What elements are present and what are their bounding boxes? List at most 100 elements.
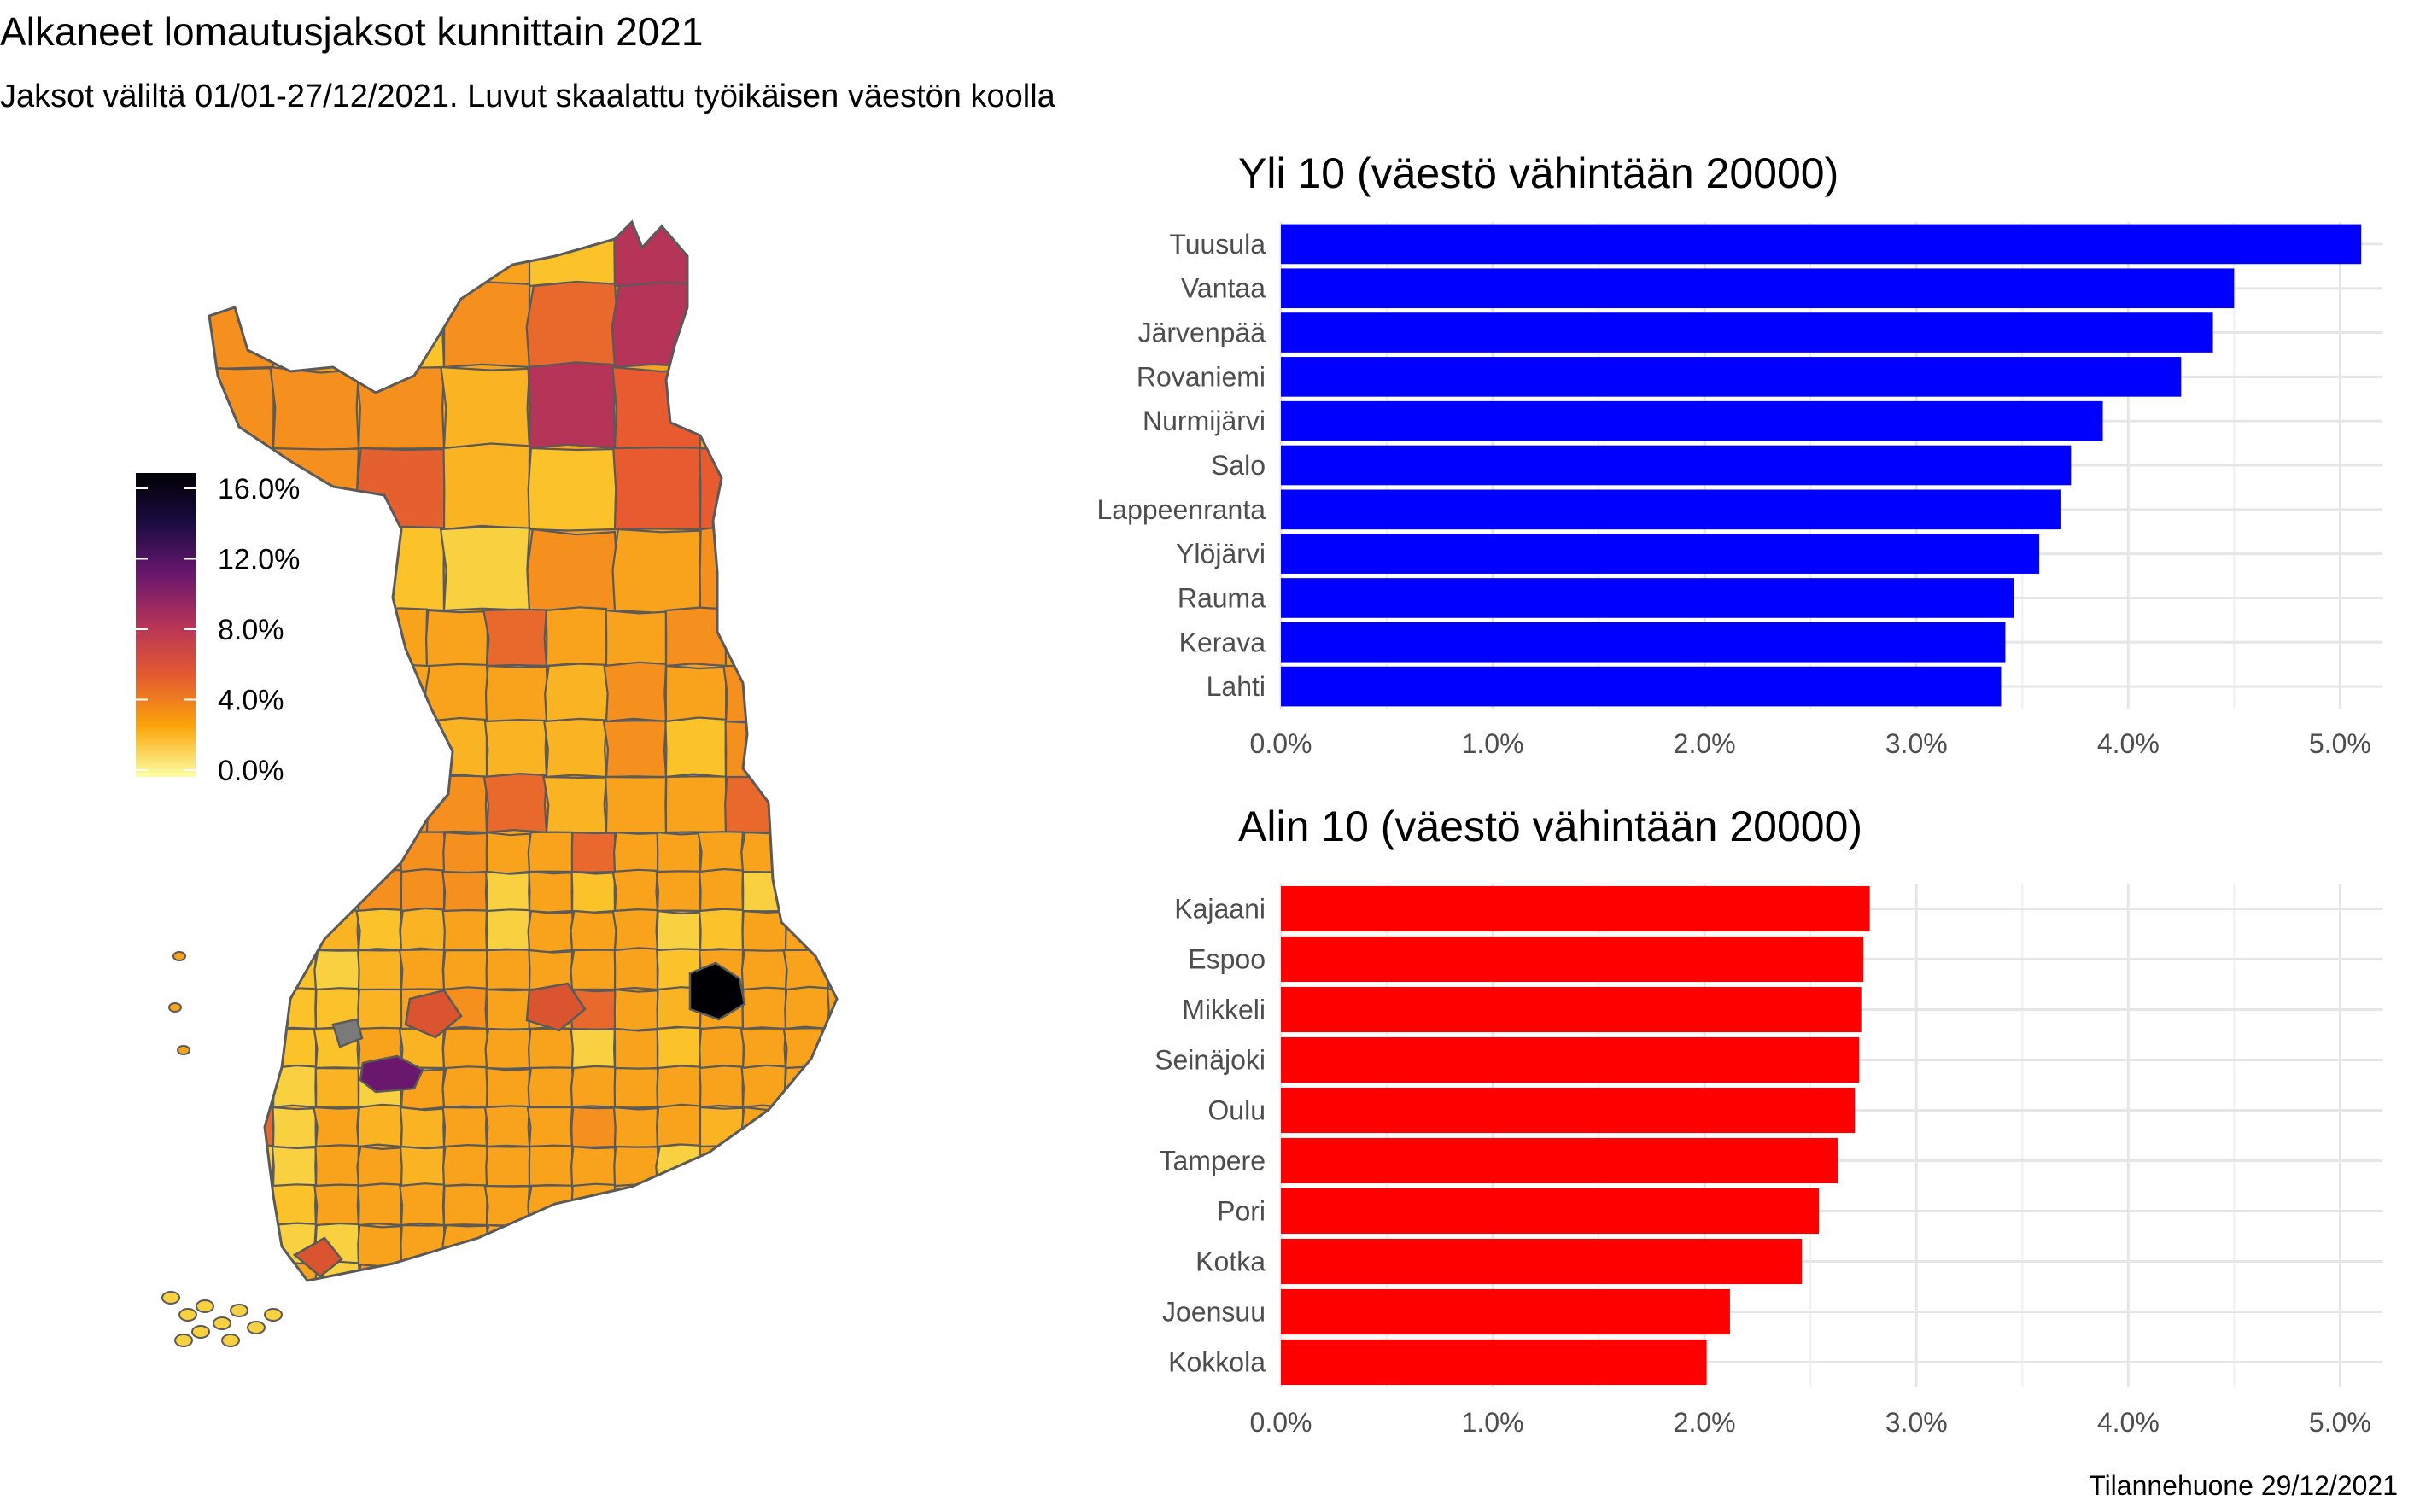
island-region: [264, 1308, 283, 1322]
municipality-region: [784, 1065, 830, 1109]
municipality-region: [664, 664, 728, 725]
x-tick-label: 5.0%: [2309, 1407, 2371, 1438]
municipality-region: [271, 949, 318, 991]
municipality-region: [570, 1145, 617, 1188]
municipality-region: [740, 949, 788, 991]
municipality-region: [424, 609, 489, 668]
bar: [1281, 489, 2061, 530]
municipality-region: [355, 908, 403, 952]
municipality-region: [525, 982, 587, 1032]
bar: [1281, 357, 2182, 397]
municipality-region: [605, 609, 668, 669]
municipality-region: [655, 870, 702, 913]
municipality-region: [331, 1018, 364, 1048]
municipality-region: [272, 1106, 318, 1149]
municipality-region: [269, 365, 360, 453]
municipality-region: [399, 1106, 446, 1150]
municipality-region: [656, 1065, 702, 1109]
municipality-region: [313, 1106, 360, 1149]
legend-tick-label: 4.0%: [218, 685, 284, 717]
category-label: Seinäjoki: [1154, 1045, 1266, 1076]
municipality-region: [528, 222, 617, 288]
bar: [1281, 1137, 1838, 1184]
municipality-region: [398, 949, 446, 991]
municipality-region: [570, 870, 617, 914]
municipality-region: [424, 663, 490, 723]
municipality-region: [356, 949, 403, 991]
municipality-region: [441, 1065, 489, 1109]
municipality-region: [611, 528, 704, 614]
legend-tick-label: 0.0%: [218, 755, 284, 787]
municipality-region: [611, 868, 659, 913]
x-tick-label: 3.0%: [1885, 728, 1948, 759]
municipality-region: [698, 867, 745, 913]
x-tick-label: 1.0%: [1462, 728, 1524, 759]
municipality-region: [399, 907, 447, 952]
municipality-region: [485, 988, 531, 1030]
municipality-region: [656, 1026, 702, 1070]
municipality-region: [570, 1065, 617, 1109]
municipality-region: [357, 831, 403, 873]
municipality-region: [527, 361, 617, 450]
category-label: Lappeenranta: [1096, 494, 1266, 525]
category-label: Kajaani: [1174, 894, 1266, 925]
municipality-region: [399, 1182, 446, 1227]
municipality-region: [441, 949, 489, 991]
municipality-region: [528, 1027, 574, 1070]
municipality-region: [399, 1145, 446, 1188]
page-title: Alkaneet lomautusjaksot kunnittain 2021: [0, 9, 704, 54]
bar: [1281, 268, 2235, 309]
municipality-region: [612, 831, 660, 874]
municipality-region: [271, 1183, 318, 1227]
category-label: Mikkeli: [1182, 995, 1266, 1025]
municipality-region: [613, 1027, 659, 1071]
color-legend: 16.0% 12.0% 8.0% 4.0% 0.0%: [136, 473, 300, 787]
municipality-region: [442, 1183, 488, 1227]
municipality-region: [441, 908, 488, 952]
municipality-region: [525, 280, 619, 369]
municipality-region: [356, 867, 403, 913]
source-caption: Tilannehuone 29/12/2021: [2089, 1470, 2398, 1501]
island-region: [213, 1316, 231, 1330]
municipality-region: [442, 281, 531, 369]
municipality-region: [400, 867, 446, 913]
municipality-region: [741, 986, 787, 1030]
municipality-region: [527, 909, 575, 954]
chart-title: Alin 10 (väestö vähintään 20000): [1238, 803, 1862, 850]
category-label: Joensuu: [1162, 1297, 1266, 1328]
island-region: [230, 1304, 248, 1317]
municipality-region: [484, 664, 549, 724]
x-tick-label: 2.0%: [1674, 728, 1736, 759]
municipality-region: [313, 868, 360, 913]
x-tick-label: 1.0%: [1462, 1407, 1524, 1438]
category-label: Rauma: [1178, 582, 1266, 613]
category-label: Salo: [1211, 450, 1266, 481]
bar: [1281, 885, 1870, 932]
category-label: Järvenpää: [1138, 318, 1266, 348]
municipality-region: [483, 1105, 531, 1148]
island-region: [177, 1045, 190, 1055]
bar: [1281, 400, 2103, 441]
municipality-region: [482, 772, 548, 834]
municipality-region: [441, 870, 488, 913]
municipality-region: [357, 1182, 403, 1227]
municipality-region: [784, 985, 830, 1030]
bar: [1281, 1238, 1803, 1285]
x-tick-label: 0.0%: [1250, 728, 1312, 759]
municipality-region: [357, 1103, 403, 1148]
municipality-region: [656, 1103, 702, 1148]
bottom10-bar-chart: Alin 10 (väestö vähintään 20000) 0.0% 1.0%…: [1154, 803, 2382, 1438]
municipality-region: [699, 1145, 745, 1188]
bar: [1281, 445, 2072, 486]
choropleth-map: [161, 219, 839, 1347]
municipality-region: [544, 663, 609, 723]
municipality-region: [314, 1066, 360, 1109]
category-label: Vantaa: [1181, 273, 1266, 304]
municipality-region: [442, 831, 488, 874]
island-region: [168, 1002, 182, 1013]
municipality-region: [570, 1182, 617, 1227]
x-tick-label: 2.0%: [1674, 1407, 1736, 1438]
municipality-region: [441, 1106, 488, 1148]
municipality-region: [699, 522, 787, 612]
municipality-region: [359, 1054, 424, 1094]
